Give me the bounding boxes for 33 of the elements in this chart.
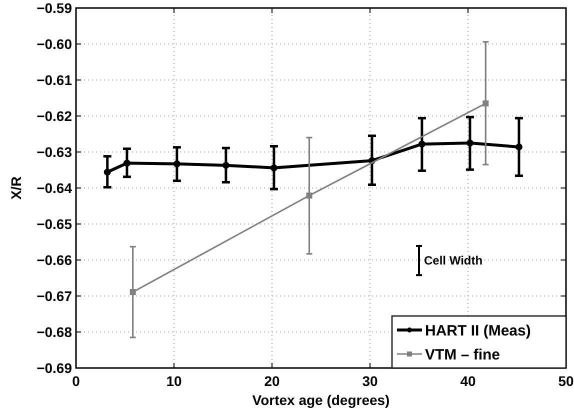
y-tick-label: −0.67 [36,288,72,304]
point [482,100,489,106]
x-tick-label: 50 [558,373,574,389]
point [222,162,230,169]
y-tick-label: −0.69 [36,360,72,376]
point [466,140,474,146]
y-tick-label: −0.60 [36,36,72,52]
y-tick-label: −0.59 [36,0,72,16]
x-tick-label: 30 [362,373,378,389]
x-axis-title: Vortex age (degrees) [252,392,390,408]
legend-label: VTM – fine [425,346,500,364]
y-axis-title: X/R [8,176,24,200]
point [270,164,278,172]
y-tick-label: −0.66 [36,252,72,268]
point [515,143,522,150]
y-tick-label: −0.68 [36,324,72,340]
point [130,289,136,296]
y-tick-label: −0.63 [36,144,72,160]
y-tick-label: −0.62 [36,108,72,124]
point [123,160,130,167]
y-tick-label: −0.61 [36,72,72,88]
point [104,168,111,176]
point [173,160,180,168]
legend-label: HART II (Meas) [425,322,531,340]
x-tick-label: 0 [72,373,80,389]
x-tick-label: 20 [264,373,280,389]
point [306,192,312,199]
x-tick-label: 40 [460,373,476,389]
point [418,140,426,148]
y-tick-label: −0.65 [36,216,72,232]
y-tick-label: −0.64 [36,180,72,196]
annotation: Cell Width [424,254,483,268]
x-tick-label: 10 [166,373,182,389]
